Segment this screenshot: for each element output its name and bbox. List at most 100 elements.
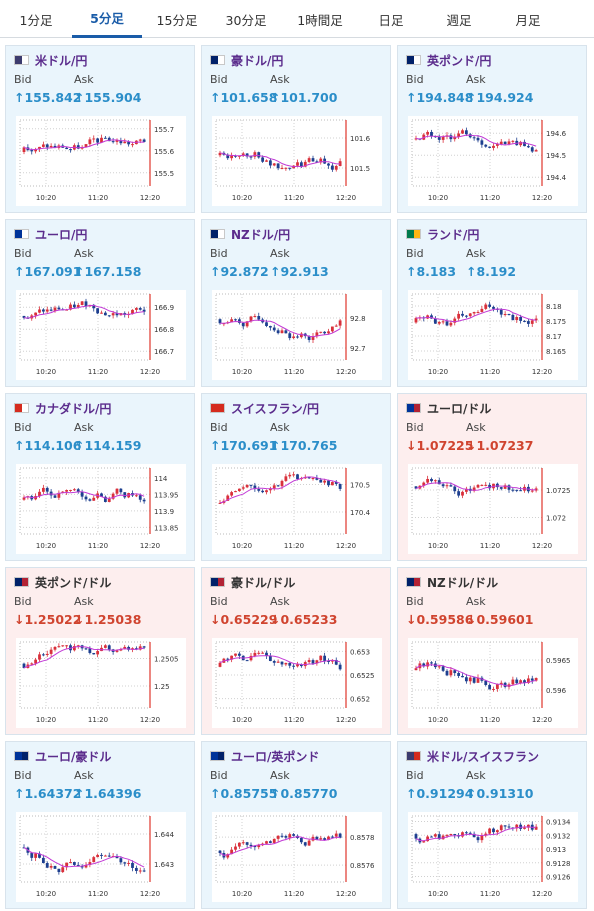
candle-body [41, 654, 45, 656]
pair-name[interactable]: ユーロ/ドル [427, 401, 492, 416]
candle-body [241, 487, 245, 489]
mini-chart[interactable]: 114 113.95 113.9 113.85 10:20 11:20 12:20 [16, 464, 186, 554]
tab-5[interactable]: 日足 [378, 12, 404, 28]
candle-body [272, 327, 276, 331]
tab-6[interactable]: 週足 [446, 12, 472, 28]
currency-card[interactable]: NZドル/ドル Bid Ask ↓0.59586 ↓0.59601 0.5965 0.596… [397, 567, 587, 735]
candle-body [515, 679, 519, 684]
currency-card[interactable]: 米ドル/円 Bid Ask ↑155.842 ↑155.904 155.7 155.6 155… [5, 45, 195, 213]
moving-average-line [415, 482, 537, 491]
tab-7[interactable]: 月足 [515, 12, 541, 28]
currency-card[interactable]: ユーロ/豪ドル Bid Ask ↑1.64372 ↑1.64396 1.644 1.643 1… [5, 741, 195, 909]
tab-4[interactable]: 1時間足 [297, 12, 343, 28]
mini-chart[interactable]: 0.8578 0.8576 10:20 11:20 12:20 [212, 812, 382, 902]
candle-body [253, 152, 257, 157]
pair-name[interactable]: ユーロ/円 [35, 227, 88, 242]
candle-body [476, 311, 480, 313]
currency-card[interactable]: ランド/円 Bid Ask ↑8.183 ↑8.192 8.18 8.175 8.17 8.16… [397, 219, 587, 387]
mini-chart[interactable]: 8.18 8.175 8.17 8.165 10:20 11:20 12:20 [408, 290, 578, 380]
currency-card[interactable]: 豪ドル/円 Bid Ask ↑101.658 ↑101.700 101.6 101.5 10:… [201, 45, 391, 213]
candle-body [449, 834, 453, 836]
candle-body [280, 480, 284, 487]
mini-chart[interactable]: 194.6 194.5 194.4 10:20 11:20 12:20 [408, 116, 578, 206]
card-header: 米ドル/円 [14, 52, 87, 68]
candle-body [245, 484, 249, 488]
candle-body [234, 653, 237, 656]
candlestick-chart: 114 113.95 113.9 113.85 10:20 11:20 12:20 [19, 467, 179, 550]
pair-name[interactable]: 米ドル/円 [35, 53, 88, 68]
candle-body [464, 677, 468, 682]
currency-card[interactable]: 英ポンド/円 Bid Ask ↑194.848 ↑194.924 194.6 194.5 19… [397, 45, 587, 213]
mini-chart[interactable]: 92.8 92.7 10:20 11:20 12:20 [212, 290, 382, 380]
currency-card[interactable]: ユーロ/英ポンド Bid Ask ↑0.85755 ↑0.85770 0.8578 0.85… [201, 741, 391, 909]
bid-label: Bid [406, 247, 424, 260]
mini-chart[interactable]: 0.5965 0.596 10:20 11:20 12:20 [408, 638, 578, 728]
candle-body [499, 141, 503, 145]
pair-name[interactable]: 米ドル/スイスフラン [427, 749, 540, 764]
candle-body [96, 138, 100, 143]
pair-name[interactable]: NZドル/ドル [427, 575, 499, 590]
pair-name[interactable]: カナダドル/円 [35, 401, 112, 416]
candle-body [464, 832, 468, 834]
flag-icon [406, 229, 421, 239]
y-tick-label: 113.85 [154, 524, 179, 532]
y-tick-label: 1.25 [154, 683, 170, 691]
candle-body [34, 312, 38, 316]
mini-chart[interactable]: 170.5 170.4 10:20 11:20 12:20 [212, 464, 382, 554]
mini-chart[interactable]: 1.2505 1.25 10:20 11:20 12:20 [16, 638, 186, 728]
candle-body [115, 313, 119, 316]
pair-name[interactable]: 英ポンド/ドル [35, 575, 112, 590]
pair-name[interactable]: 豪ドル/ドル [231, 575, 296, 590]
mini-chart[interactable]: 0.653 0.6525 0.652 10:20 11:20 12:20 [212, 638, 382, 728]
candle-body [523, 827, 526, 829]
x-tick-label: 10:20 [36, 716, 56, 724]
card-header: ランド/円 [406, 226, 479, 242]
pair-name[interactable]: 英ポンド/円 [427, 53, 492, 68]
candle-body [422, 841, 426, 843]
candle-body [107, 137, 111, 142]
tab-0[interactable]: 1分足 [19, 12, 53, 28]
tab-1[interactable]: 5分足 [72, 0, 142, 38]
bid-value: ↓1.25022 [14, 612, 82, 627]
pair-name[interactable]: ユーロ/英ポンド [231, 749, 320, 764]
candle-body [426, 131, 430, 135]
currency-card[interactable]: 英ポンド/ドル Bid Ask ↓1.25022 ↓1.25038 1.2505 1.25 1… [5, 567, 195, 735]
candle-body [515, 489, 519, 491]
mini-chart[interactable]: 1.0725 1.072 10:20 11:20 12:20 [408, 464, 578, 554]
currency-card[interactable]: スイスフラン/円 Bid Ask ↑170.691 ↑170.765 170.5 170.4… [201, 393, 391, 561]
y-tick-label: 8.165 [546, 348, 566, 356]
currency-card[interactable]: NZドル/円 Bid Ask ↑92.872 ↑92.913 92.8 92.7 10:20 1… [201, 219, 391, 387]
bid-label: Bid [406, 595, 424, 608]
mini-chart[interactable]: 166.9 166.8 166.7 10:20 11:20 12:20 [16, 290, 186, 380]
mini-chart[interactable]: 0.9134 0.9132 0.913 0.9128 0.9126 10:20 11:20 1… [408, 812, 578, 902]
mini-chart[interactable]: 101.6 101.5 10:20 11:20 12:20 [212, 116, 382, 206]
bid-label: Bid [14, 769, 32, 782]
pair-name[interactable]: ユーロ/豪ドル [35, 749, 112, 764]
pair-name[interactable]: スイスフラン/円 [231, 401, 320, 416]
candle-body [437, 321, 441, 324]
pair-name[interactable]: ランド/円 [427, 227, 480, 242]
x-tick-label: 10:20 [428, 194, 448, 202]
pair-name[interactable]: NZドル/円 [231, 227, 291, 242]
x-tick-label: 10:20 [232, 890, 252, 898]
bid-label: Bid [210, 247, 228, 260]
candle-body [303, 161, 307, 167]
currency-card[interactable]: カナダドル/円 Bid Ask ↑114.106 ↑114.159 114 113.95 11… [5, 393, 195, 561]
mini-chart[interactable]: 1.644 1.643 10:20 11:20 12:20 [16, 812, 186, 902]
bid-label: Bid [406, 73, 424, 86]
candle-body [534, 150, 538, 152]
mini-chart[interactable]: 155.7 155.6 155.5 10:20 11:20 12:20 [16, 116, 186, 206]
currency-card[interactable]: ユーロ/円 Bid Ask ↑167.091 ↑167.158 166.9 166.8 166… [5, 219, 195, 387]
currency-card[interactable]: 豪ドル/ドル Bid Ask ↓0.65229 ↓0.65233 0.653 0.6525 0… [201, 567, 391, 735]
ask-value: ↑167.158 [74, 264, 142, 279]
currency-card[interactable]: ユーロ/ドル Bid Ask ↓1.07225 ↓1.07237 1.0725 1.072 1… [397, 393, 587, 561]
candlestick-chart: 1.2505 1.25 10:20 11:20 12:20 [19, 641, 179, 724]
card-header: 豪ドル/ドル [210, 574, 295, 590]
card-header: NZドル/円 [210, 226, 290, 242]
candle-body [445, 670, 449, 676]
currency-card[interactable]: 米ドル/スイスフラン Bid Ask ↑0.91294 ↑0.91310 0.9134 0.… [397, 741, 587, 909]
tab-3[interactable]: 30分足 [225, 12, 267, 28]
tab-2[interactable]: 15分足 [156, 12, 198, 28]
pair-name[interactable]: 豪ドル/円 [231, 53, 284, 68]
plot-frame [19, 467, 151, 535]
